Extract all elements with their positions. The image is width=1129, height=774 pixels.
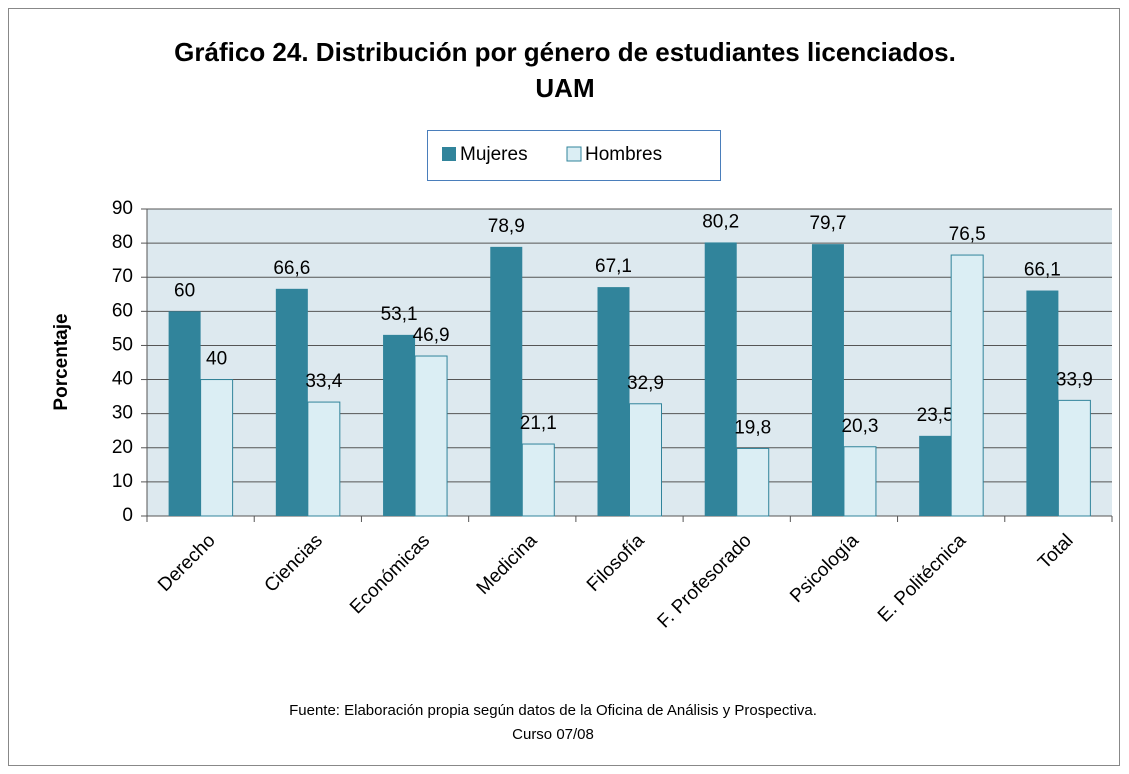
data-label: 53,1 [381,304,418,325]
y-tick-label: 70 [112,266,133,287]
y-tick-label: 0 [122,505,133,526]
bar [811,244,844,516]
chart-title: Gráfico 24. Distribución por género de e… [174,37,956,67]
chart-title: UAM [535,73,594,103]
data-label: 33,9 [1056,369,1093,390]
bar [168,311,201,516]
y-tick-label: 80 [112,232,133,253]
y-tick-label: 10 [112,471,133,492]
data-label: 67,1 [595,256,632,277]
bar [383,334,416,516]
data-label: 66,1 [1024,260,1061,281]
y-tick-label: 30 [112,403,133,424]
y-tick-label: 50 [112,334,133,355]
source-note: Curso 07/08 [512,726,594,743]
y-tick-label: 20 [112,437,133,458]
bar [736,447,770,517]
bar [597,287,630,516]
data-label: 76,5 [949,224,986,245]
data-label: 80,2 [702,211,739,232]
data-label: 66,6 [273,258,310,279]
source-note: Fuente: Elaboración propia según datos d… [289,702,817,719]
data-label: 23,5 [917,405,954,426]
data-label: 20,3 [841,416,878,437]
y-tick-label: 60 [112,300,133,321]
bar [950,254,984,517]
bar [521,443,555,517]
bar [1026,290,1059,516]
data-label: 32,9 [627,373,664,394]
bar [307,401,341,517]
data-label: 19,8 [734,417,771,438]
bar [275,288,308,516]
data-label: 21,1 [520,413,557,434]
bar [414,355,448,517]
y-tick-label: 90 [112,198,133,219]
legend-swatch [442,147,456,161]
y-tick-label: 40 [112,369,133,390]
bar [843,446,877,517]
legend-label: Hombres [585,144,662,165]
bar [919,435,952,516]
y-axis-label: Porcentaje [51,313,72,410]
data-label: 78,9 [488,216,525,237]
bar [200,379,234,517]
legend-label: Mujeres [460,144,528,165]
data-label: 40 [206,349,227,370]
bar [704,242,737,516]
legend-swatch [566,146,582,162]
data-label: 79,7 [809,213,846,234]
data-label: 33,4 [305,371,342,392]
data-label: 60 [174,280,195,301]
bar [1057,399,1091,517]
bar [490,246,523,516]
data-label: 46,9 [413,325,450,346]
bar [629,403,662,517]
